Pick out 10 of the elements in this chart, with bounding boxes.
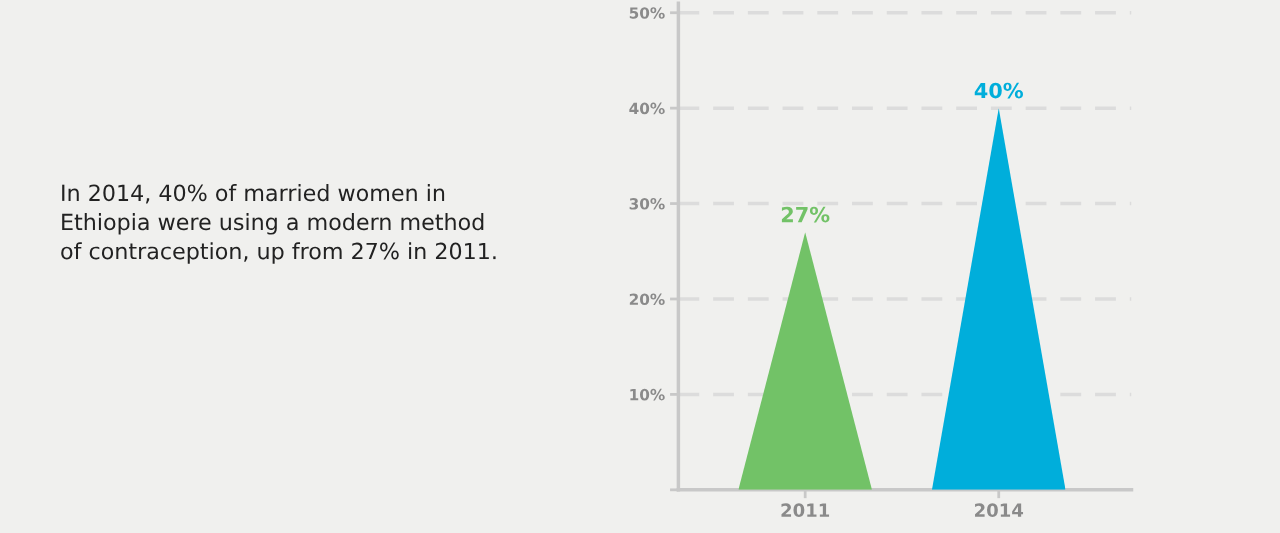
text: In 2014, 40% of married women in Ethiopia were using a modern method of contraception, up from 27% in 2011. xyxy=(61,184,496,264)
y-tick-label: 30% xyxy=(629,198,665,210)
y-tick-label: 50% xyxy=(629,7,665,19)
x-tick-label: 2014 xyxy=(975,503,1024,517)
x-tick-label: 2011 xyxy=(781,503,830,517)
y-tick-label: 10% xyxy=(630,388,665,401)
data-label: 40% xyxy=(974,82,1024,99)
y-tick-label: 40% xyxy=(629,102,665,115)
data-label: 27% xyxy=(781,206,830,223)
y-tick-label: 20% xyxy=(629,293,665,306)
